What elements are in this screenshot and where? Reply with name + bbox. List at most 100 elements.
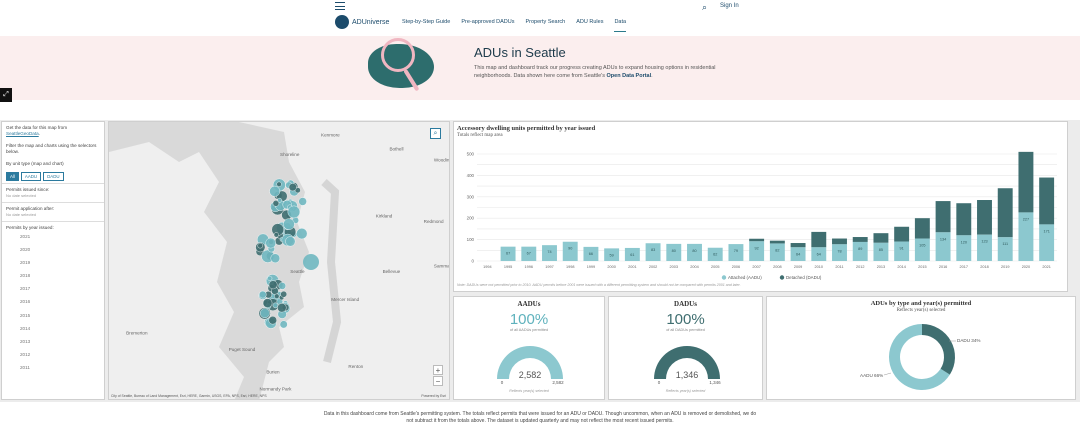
bar-aadu[interactable] [977,234,992,261]
bar-aadu[interactable] [624,247,640,261]
bar-aadu[interactable] [542,245,557,261]
bar-dadu[interactable] [956,203,972,236]
legend-label[interactable]: Detached (DADU) [786,275,822,280]
year-option-2021[interactable]: 2021 [20,234,31,239]
fullscreen-icon[interactable]: ⤢ [0,88,12,102]
permit-cluster[interactable] [265,237,276,249]
bar-dadu[interactable] [977,200,992,235]
permit-cluster[interactable] [259,290,267,299]
bar-dadu[interactable] [832,238,847,245]
bar-aadu[interactable] [728,244,744,261]
bar-dadu[interactable] [997,188,1013,238]
map-search-icon[interactable]: ⌕ [430,128,441,139]
permits-since-filter[interactable]: Permits issued since: No date selected [2,183,104,202]
zoom-in-button[interactable]: + [433,365,443,375]
permit-cluster[interactable] [272,200,280,207]
bar-dadu[interactable] [935,201,951,233]
year-option-2016[interactable]: 2016 [20,299,31,305]
bar-aadu[interactable] [832,244,847,261]
permit-cluster[interactable] [268,316,277,325]
unit-option-dadu[interactable]: DADU [43,172,64,181]
nav-link-data[interactable]: Data [614,19,627,32]
adu-map[interactable]: Kenmore Shoreline Bothell Woodinville Kirkla… [108,121,450,400]
permit-cluster[interactable] [280,290,288,298]
bar-aadu[interactable] [811,247,827,261]
bar-aadu[interactable] [997,237,1013,261]
permit-cluster[interactable] [274,293,280,299]
year-option-2017[interactable]: 2017 [20,286,31,292]
bar-aadu[interactable] [956,235,972,261]
sign-in-link[interactable]: Sign In [720,3,739,9]
bar-dadu[interactable] [769,240,785,244]
year-option-2020[interactable]: 2020 [20,247,31,253]
permit-cluster[interactable] [283,218,295,230]
open-data-portal-link[interactable]: Open Data Portal [606,73,652,79]
bar-aadu[interactable] [707,247,723,261]
bar-dadu[interactable] [790,243,806,248]
year-option-2014[interactable]: 2014 [20,325,31,331]
nav-link-step-by-step-guide[interactable]: Step-by-Step Guide [402,19,451,25]
permit-cluster[interactable] [268,280,278,290]
unit-option-all[interactable]: All [6,172,19,181]
bar-aadu[interactable] [583,246,599,261]
search-icon[interactable]: ⌕ [702,2,708,12]
year-option-2018[interactable]: 2018 [20,273,31,279]
bar-aadu[interactable] [521,246,537,261]
bar-aadu[interactable] [790,247,806,261]
permit-cluster[interactable] [257,242,263,249]
bar-aadu[interactable] [914,238,930,261]
permit-cluster[interactable] [279,320,288,329]
map-canvas[interactable]: Kenmore Shoreline Bothell Woodinville Kirkla… [109,122,450,400]
brand-logo[interactable]: ADUniverse [335,15,389,29]
zoom-out-button[interactable]: − [433,376,443,386]
year-option-2012[interactable]: 2012 [20,351,31,357]
menu-icon[interactable] [335,2,345,10]
nav-link-adu-rules[interactable]: ADU Rules [576,19,604,25]
bar-dadu[interactable] [1018,151,1034,213]
bar-aadu[interactable] [852,241,868,261]
permit-cluster[interactable] [267,275,273,281]
permit-cluster[interactable] [270,253,281,264]
bar-aadu[interactable] [749,241,765,261]
bar-dadu[interactable] [914,218,930,239]
year-option-2013[interactable]: 2013 [20,338,31,344]
permit-cluster[interactable] [296,228,308,240]
permit-cluster[interactable] [273,232,279,238]
nav-link-property-search[interactable]: Property Search [525,19,566,25]
bar-aadu[interactable] [666,243,682,261]
bar-dadu[interactable] [894,226,910,242]
bar-aadu[interactable] [894,241,910,261]
permit-cluster[interactable] [287,205,301,219]
permit-cluster[interactable] [277,197,282,203]
bar-dadu[interactable] [1039,177,1055,225]
unit-option-aadu[interactable]: AADU [20,172,42,181]
year-option-2019[interactable]: 2019 [20,260,31,266]
application-after-filter[interactable]: Permit application after: No date select… [2,202,104,221]
year-option-2015[interactable]: 2015 [20,312,31,318]
bar-dadu[interactable] [852,237,868,242]
bar-aadu[interactable] [769,243,785,261]
permit-cluster[interactable] [285,236,296,247]
permit-cluster[interactable] [276,181,282,187]
permit-cluster[interactable] [303,254,319,270]
permit-cluster[interactable] [278,282,287,290]
bar-dadu[interactable] [873,233,889,243]
bar-aadu[interactable] [873,242,889,261]
bar-dadu[interactable] [749,238,765,242]
permit-cluster[interactable] [260,308,270,319]
permit-cluster[interactable] [272,302,279,309]
legend-label[interactable]: Attached (AADU) [728,275,762,280]
permit-cluster[interactable] [262,298,273,308]
permit-cluster[interactable] [298,197,307,206]
bar-aadu[interactable] [562,241,578,261]
permit-cluster[interactable] [288,183,297,192]
year-option-2011[interactable]: 2011 [20,364,30,370]
seattle-geodata-link[interactable]: SeattleGeoData [6,131,39,136]
bar-aadu[interactable] [935,232,951,261]
permit-cluster[interactable] [277,303,287,313]
bar-aadu[interactable] [604,248,620,261]
bar-aadu[interactable] [645,243,661,261]
bar-aadu[interactable] [500,246,516,261]
bar-aadu[interactable] [1039,224,1055,261]
donut-slice-aadu[interactable] [889,324,950,390]
